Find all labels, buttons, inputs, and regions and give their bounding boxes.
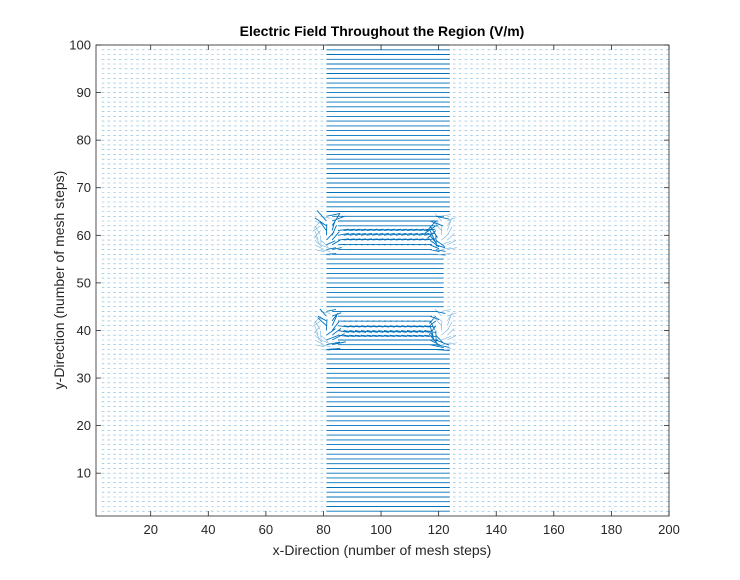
x-tick-label: 140 — [485, 522, 507, 537]
y-tick-label: 80 — [77, 133, 91, 148]
y-axis-ticks: 10 20 30 40 50 60 70 80 90 100 — [69, 38, 669, 481]
x-tick-label: 160 — [543, 522, 565, 537]
quiver-band-arrows — [314, 44, 450, 512]
y-tick-label: 50 — [77, 275, 91, 290]
y-tick-label: 70 — [77, 180, 91, 195]
y-tick-label: 20 — [77, 418, 91, 433]
x-tick-label: 60 — [259, 522, 273, 537]
quiver-arrows — [101, 44, 669, 512]
x-tick-label: 40 — [201, 522, 215, 537]
x-axis-label: x-Direction (number of mesh steps) — [273, 542, 492, 558]
y-tick-label: 100 — [69, 38, 91, 53]
y-tick-label: 90 — [77, 85, 91, 100]
x-tick-label: 100 — [370, 522, 392, 537]
x-tick-label: 120 — [428, 522, 450, 537]
axes-background — [96, 45, 669, 516]
y-axis-label: y-Direction (number of mesh steps) — [51, 171, 67, 390]
y-tick-label: 10 — [77, 466, 91, 481]
plot-area — [95, 44, 670, 517]
quiver-background-arrows — [101, 44, 669, 512]
x-tick-label: 200 — [658, 522, 680, 537]
x-tick-label: 180 — [601, 522, 623, 537]
x-tick-label: 80 — [316, 522, 330, 537]
y-tick-label: 30 — [77, 371, 91, 386]
axes-box — [95, 44, 670, 517]
x-axis-ticks: 20 40 60 80 100 120 140 160 180 200 — [143, 45, 680, 537]
chart-title: Electric Field Throughout the Region (V/… — [240, 23, 525, 39]
x-tick-label: 20 — [143, 522, 157, 537]
y-tick-label: 40 — [77, 323, 91, 338]
y-tick-label: 60 — [77, 228, 91, 243]
